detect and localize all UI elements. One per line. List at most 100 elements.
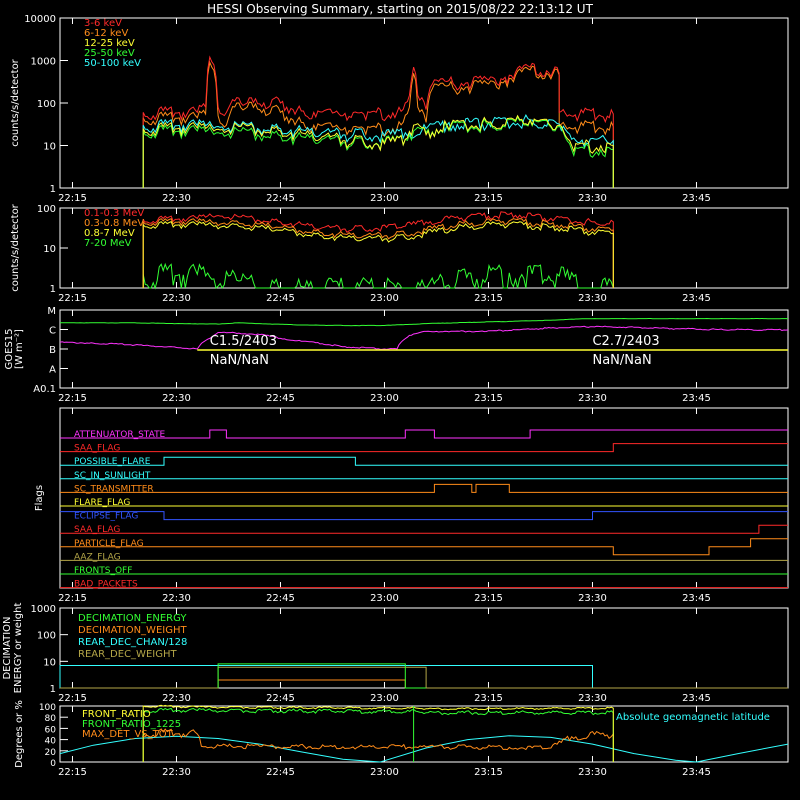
panel3-time-tick-label: 23:45 — [682, 393, 711, 404]
panel6-legend-entry: FRONT_RATIO — [82, 709, 151, 720]
panel2-time-tick-label: 22:45 — [266, 293, 295, 304]
panel6-ytick-label: 20 — [45, 748, 57, 758]
panel5-ytick-label: 10 — [43, 657, 56, 668]
panel3-ytick-label: A0.1 — [33, 384, 56, 395]
panel3-time-tick-label: 23:15 — [474, 393, 503, 404]
flag-label: SC_TRANSMITTER — [74, 484, 154, 494]
plot-layer: 22:15 22:30 22:45 23:00 23:15 23:30 23:4510000… — [2, 14, 789, 778]
panel6-ylabel: Degrees or % — [14, 700, 25, 768]
panel6-time-tick-label: 22:30 — [162, 767, 191, 778]
panel5-legend-entry: REAR_DEC_CHAN/128 — [78, 637, 187, 648]
panel5-ytick-label: 100 — [37, 631, 56, 642]
panel6-ytick-label: 40 — [45, 737, 57, 747]
panel6-time-tick-label: 23:30 — [578, 767, 607, 778]
flag-trace — [60, 524, 788, 534]
flag-trace — [60, 511, 788, 521]
panel5-time-tick-label: 22:45 — [266, 693, 295, 704]
flag-label: SC_IN_SUNLIGHT — [74, 471, 151, 481]
panel4-time-tick-label: 23:15 — [474, 593, 503, 604]
flag-trace — [60, 538, 788, 556]
panel2-legend-entry: 0.1-0.3 MeV — [84, 208, 144, 219]
panel2-ytick-label: 10 — [43, 244, 56, 255]
panel2-time-tick-label: 23:45 — [682, 293, 711, 304]
panel3-ylabel-units: [W m⁻²] — [14, 329, 25, 369]
panel4-time-tick-label: 22:15 — [58, 593, 87, 604]
panel5-legend-entry: DECIMATION_ENERGY — [78, 613, 187, 624]
panel1-series-red — [142, 55, 614, 188]
panel6-frame — [59, 705, 789, 763]
panel1-time-tick-label: 23:00 — [370, 193, 399, 204]
panel2-ylabel: counts/s/detector — [10, 203, 21, 291]
flag-trace — [60, 429, 788, 439]
front-ratio-1225-series — [142, 707, 614, 762]
panel1-legend-entry: 3-6 keV — [84, 18, 122, 29]
panel1-legend-entry: 12-25 keV — [84, 38, 135, 49]
flag-trace — [60, 443, 788, 453]
panel5-legend-entry: DECIMATION_WEIGHT — [78, 625, 187, 636]
flag-label: FLARE_FLAG — [74, 498, 130, 508]
panel6-time-tick-label: 22:45 — [266, 767, 295, 778]
panel5-time-tick-label: 22:15 — [58, 693, 87, 704]
panel4-time-tick-label: 22:45 — [266, 593, 295, 604]
panel4-time-tick-label: 23:45 — [682, 593, 711, 604]
panel2-ytick-label: 100 — [37, 204, 56, 215]
panel3-time-tick-label: 22:15 — [58, 393, 87, 404]
goes-long-series — [59, 317, 789, 327]
panel1-time-tick-label: 22:30 — [162, 193, 191, 204]
panel3-ytick-label: M — [47, 306, 56, 317]
goes-flare-location-label: NaN/NaN — [592, 353, 651, 368]
panel5-series-olive — [60, 666, 788, 689]
panel2-series-red — [142, 211, 614, 288]
panel6-legend-entry: MAX_DET_VS_TOT — [82, 729, 174, 740]
panel1-time-tick-label: 22:45 — [266, 193, 295, 204]
panel3-time-tick-label: 23:00 — [370, 393, 399, 404]
panel1-time-tick-label: 23:30 — [578, 193, 607, 204]
panel2-time-tick-label: 23:00 — [370, 293, 399, 304]
panel2-series-orange — [142, 218, 614, 288]
panel1-ytick-label: 1 — [50, 184, 56, 195]
flag-label: SAA_FLAG — [74, 525, 120, 535]
panel5-ytick-label: 1 — [50, 684, 56, 695]
panel2-time-tick-label: 22:15 — [58, 293, 87, 304]
panel6-right-label: Absolute geomagnetic latitude — [616, 712, 770, 723]
goes-flare-class-label: C2.7/2403 — [592, 334, 659, 349]
panel1-time-tick-label: 23:15 — [474, 193, 503, 204]
flag-label: ECLIPSE_FLAG — [74, 512, 138, 522]
panel2-series-yellow — [142, 221, 614, 288]
panel6-time-tick-label: 23:15 — [474, 767, 503, 778]
panel3-ytick-label: A — [49, 365, 56, 376]
flag-label: PARTICLE_FLAG — [74, 539, 144, 549]
panel2-ytick-label: 1 — [50, 284, 56, 295]
panel5-ylabel-2: ENERGY or weight — [13, 603, 24, 694]
panel1-ytick-label: 10000 — [24, 14, 56, 25]
panel1-ytick-label: 1000 — [31, 57, 56, 68]
goes-flare-location-label: NaN/NaN — [210, 353, 269, 368]
max-det-vs-tot-series — [142, 728, 614, 762]
flag-label: POSSIBLE_FLARE — [74, 457, 151, 467]
goes-flare-class-label: C1.5/2403 — [210, 334, 277, 349]
panel1-legend-entry: 25-50 keV — [84, 48, 135, 59]
panel2-series-green — [142, 262, 614, 290]
panel6-ytick-label: 60 — [45, 725, 57, 735]
panel3-time-tick-label: 22:45 — [266, 393, 295, 404]
panel4-time-tick-label: 23:30 — [578, 593, 607, 604]
panel3-time-tick-label: 22:30 — [162, 393, 191, 404]
panel2-legend-entry: 0.3-0.8 MeV — [84, 218, 144, 229]
panel5-ytick-label: 1000 — [31, 604, 56, 615]
panel2-time-tick-label: 23:30 — [578, 293, 607, 304]
panel1-time-tick-label: 22:15 — [58, 193, 87, 204]
panel2-time-tick-label: 23:15 — [474, 293, 503, 304]
goes-short-series — [59, 325, 789, 350]
panel5-series-green — [217, 663, 427, 689]
panel1-ytick-label: 10 — [43, 142, 56, 153]
panel4-ylabel: Flags — [34, 485, 45, 511]
panel6-time-tick-label: 23:00 — [370, 767, 399, 778]
panel5-legend-entry: REAR_DEC_WEIGHT — [78, 649, 177, 660]
panel6-ytick-label: 100 — [39, 703, 56, 713]
geomag-latitude-series — [59, 735, 789, 763]
panel1-series-cyan — [142, 114, 614, 188]
flag-label: ATTENUATOR_STATE — [74, 430, 166, 440]
panel5-time-tick-label: 23:45 — [682, 693, 711, 704]
panel1-legend-entry: 6-12 keV — [84, 28, 128, 39]
